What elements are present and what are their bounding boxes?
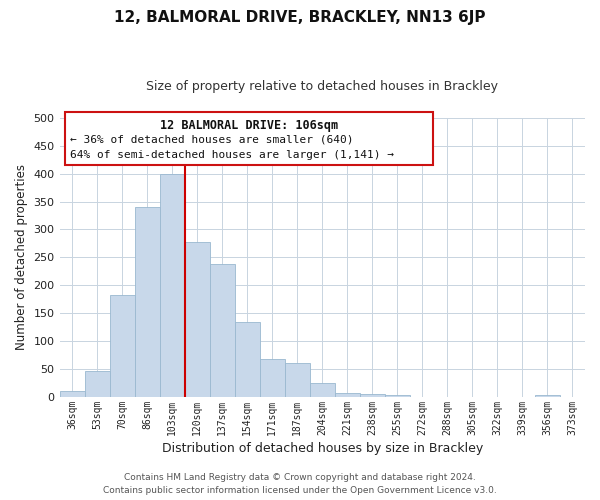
Bar (385, 396, 410, 397)
Text: 64% of semi-detached houses are larger (1,141) →: 64% of semi-detached houses are larger (… (70, 150, 394, 160)
Y-axis label: Number of detached properties: Number of detached properties (15, 164, 28, 350)
Bar (59, 392, 85, 397)
Bar (185, 242, 209, 397)
Bar (335, 392, 360, 397)
Bar (310, 383, 335, 397)
Bar (285, 363, 310, 397)
Text: 12 BALMORAL DRIVE: 106sqm: 12 BALMORAL DRIVE: 106sqm (160, 119, 338, 132)
FancyBboxPatch shape (65, 112, 433, 166)
Bar (535, 396, 560, 397)
Bar (209, 264, 235, 397)
Bar (160, 174, 185, 397)
Bar (85, 371, 110, 397)
Bar (360, 394, 385, 397)
Bar (235, 322, 260, 397)
Title: Size of property relative to detached houses in Brackley: Size of property relative to detached ho… (146, 80, 498, 93)
X-axis label: Distribution of detached houses by size in Brackley: Distribution of detached houses by size … (161, 442, 483, 455)
Text: 12, BALMORAL DRIVE, BRACKLEY, NN13 6JP: 12, BALMORAL DRIVE, BRACKLEY, NN13 6JP (114, 10, 486, 25)
Bar (134, 207, 160, 397)
Bar (260, 359, 285, 397)
Text: ← 36% of detached houses are smaller (640): ← 36% of detached houses are smaller (64… (70, 134, 353, 144)
Text: Contains HM Land Registry data © Crown copyright and database right 2024.
Contai: Contains HM Land Registry data © Crown c… (103, 474, 497, 495)
Bar (110, 295, 134, 397)
